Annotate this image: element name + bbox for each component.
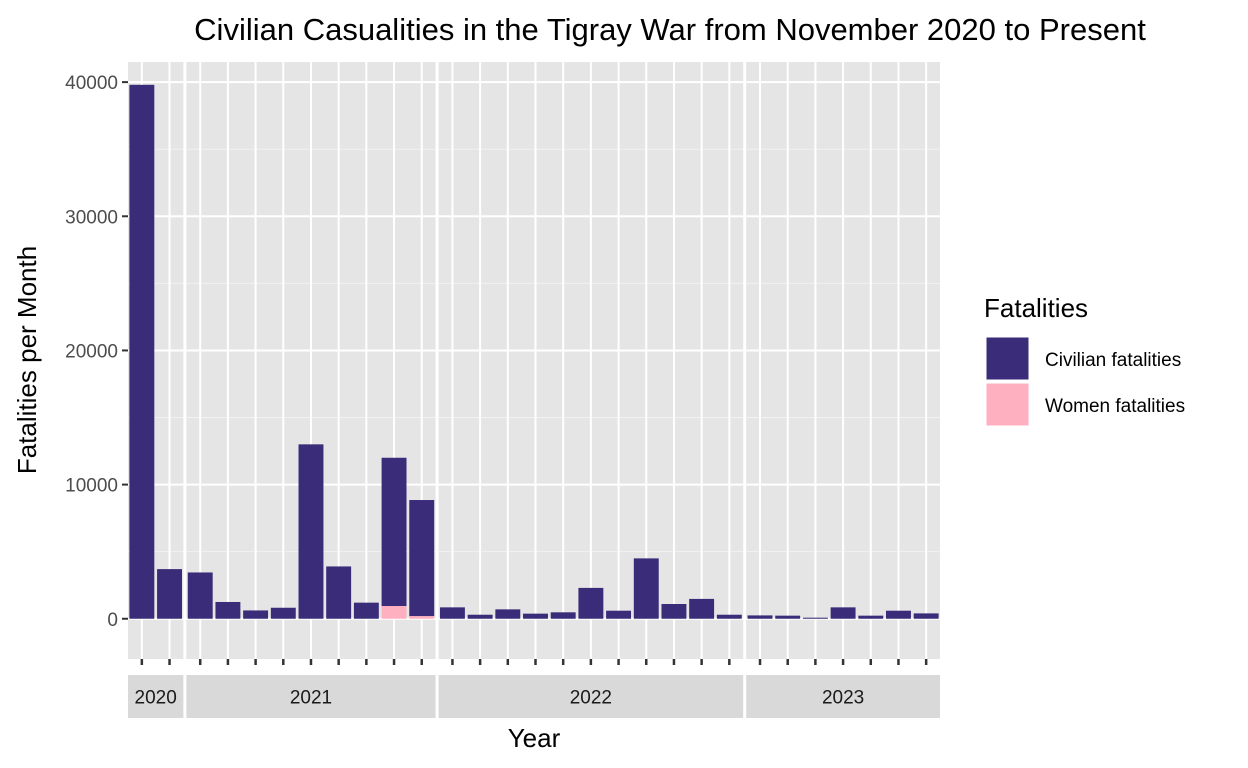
y-axis: 0 10000 20000 30000 40000	[65, 73, 128, 631]
y-tick-label: 0	[107, 610, 118, 631]
legend-title: Fatalities	[984, 293, 1088, 323]
bar-civilian-2020-11	[129, 84, 155, 619]
facet-panel-2022: 2022	[438, 62, 744, 718]
facet-panel-2021: 2021	[186, 62, 436, 718]
legend-label-women: Women fatalities	[1045, 396, 1185, 417]
facet-strip	[746, 675, 940, 718]
bar-civilian-2021-7	[353, 602, 379, 619]
bar-civilian-2022-1	[439, 607, 465, 619]
legend-key-women	[985, 382, 1030, 427]
bar-civilian-2021-6	[326, 566, 352, 619]
legend-key-civilian	[985, 336, 1030, 381]
bar-civilian-2021-8	[381, 457, 407, 607]
facet-strip	[186, 675, 436, 718]
x-axis-title: Year	[508, 723, 561, 753]
bar-civilian-2021-5	[298, 444, 324, 619]
y-axis-title: Fatalities per Month	[12, 246, 42, 474]
bar-civilian-2022-11	[716, 614, 742, 619]
bar-civilian-2023-6	[886, 610, 911, 619]
facet-panels: 2020 2021 2022 2023	[128, 62, 940, 718]
bar-civilian-2021-3	[243, 610, 269, 619]
bar-women-2021-8	[381, 606, 407, 619]
bar-civilian-2021-9	[409, 500, 435, 617]
bar-civilian-2021-2	[215, 601, 241, 619]
y-tick-label: 40000	[65, 73, 118, 94]
facet-strip	[438, 675, 744, 718]
legend: Fatalities Civilian fatalities Women fat…	[984, 293, 1185, 427]
bar-civilian-2022-2	[467, 614, 493, 619]
bar-civilian-2022-5	[550, 612, 576, 619]
facet-strip	[128, 675, 184, 718]
bar-civilian-2023-7	[913, 613, 939, 619]
bar-civilian-2022-3	[495, 609, 521, 619]
bar-civilian-2023-1	[747, 615, 773, 619]
facet-panel-2020: 2020	[128, 62, 184, 718]
y-tick-label: 10000	[65, 476, 118, 497]
bar-civilian-2022-6	[578, 587, 604, 619]
bar-civilian-2022-7	[606, 610, 632, 619]
bar-civilian-2022-10	[689, 598, 715, 619]
facet-label-2022: 2022	[570, 688, 612, 709]
chart-title: Civilian Casualities in the Tigray War f…	[194, 12, 1146, 47]
bar-civilian-2023-2	[775, 615, 801, 619]
bar-civilian-2023-3	[802, 617, 828, 619]
facet-label-2023: 2023	[822, 688, 864, 709]
bar-civilian-2021-4	[270, 607, 296, 619]
facet-panel-2023: 2023	[746, 62, 940, 718]
bar-civilian-2023-4	[830, 607, 856, 619]
bar-civilian-2022-4	[523, 613, 548, 619]
bar-civilian-2022-8	[633, 558, 659, 619]
bar-civilian-2020-12	[157, 569, 182, 619]
y-tick-label: 20000	[65, 341, 118, 362]
bar-civilian-2021-1	[187, 572, 213, 619]
facet-label-2020: 2020	[135, 688, 177, 709]
bar-women-2021-9	[409, 616, 435, 619]
bar-civilian-2023-5	[858, 615, 884, 619]
bar-civilian-2022-9	[661, 603, 687, 619]
facet-label-2021: 2021	[290, 688, 332, 709]
y-tick-label: 30000	[65, 207, 118, 228]
legend-label-civilian: Civilian fatalities	[1045, 350, 1181, 371]
